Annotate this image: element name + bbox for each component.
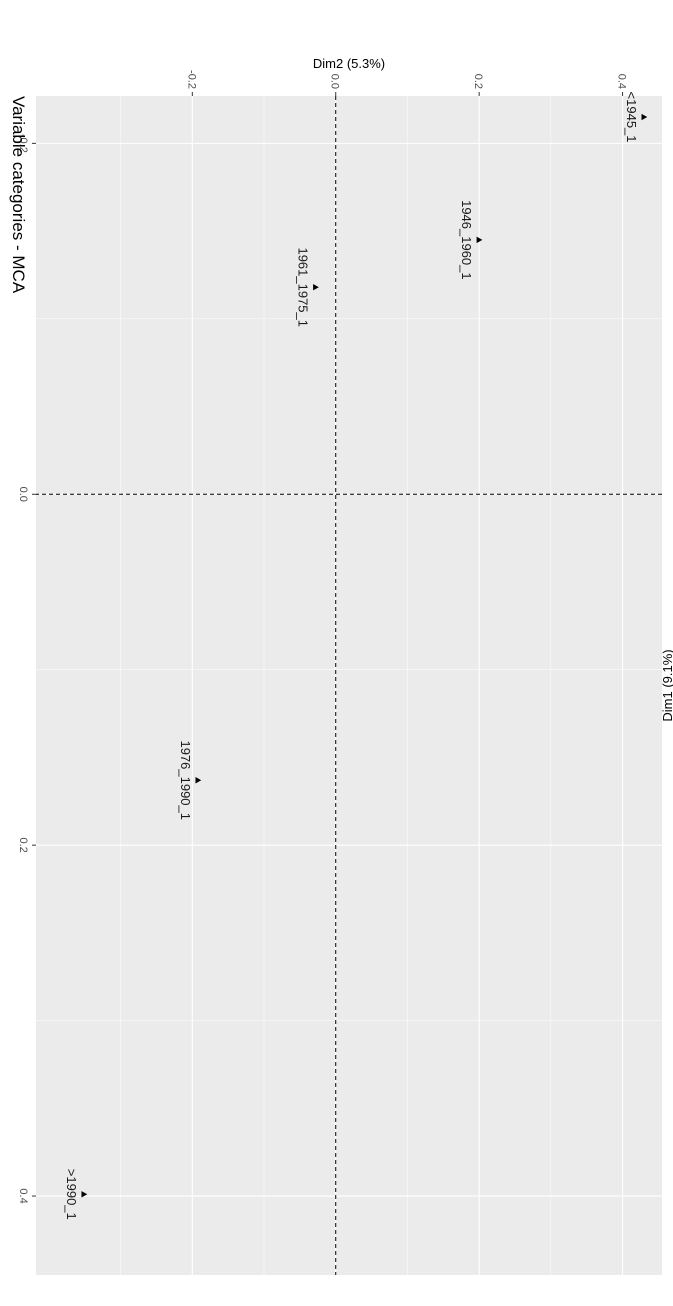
y-tick-labels: -0.2 0.0 0.2 0.4	[185, 70, 627, 89]
y-tick-label: 0.4	[616, 74, 628, 89]
data-point	[81, 1191, 88, 1198]
data-point	[641, 113, 648, 121]
y-tick-label: 0.0	[329, 74, 341, 89]
data-point-label: 1961_1975_1	[296, 247, 311, 327]
data-point-label: <1945_1	[624, 92, 639, 143]
data-points	[81, 113, 648, 1198]
data-point-label: >1990_1	[64, 1169, 79, 1220]
axis-ticks	[32, 92, 624, 1197]
data-point	[195, 777, 202, 784]
plot-panel	[36, 96, 662, 1275]
data-point-labels: <1945_1 1946_1960_1 1961_1975_1 1976_1990_1…	[64, 92, 639, 1220]
rotated-plot: -0.2 0.0 0.2 0.4 -0.2 0.0 0.2 0.4 <1945_1 1946_…	[9, 56, 673, 1275]
data-point-label: 1976_1990_1	[178, 740, 193, 820]
x-tick-label: 0.4	[17, 1188, 29, 1203]
x-tick-label: 0.2	[17, 838, 29, 853]
x-tick-labels: -0.2 0.0 0.2 0.4	[17, 134, 29, 1204]
y-tick-label: 0.2	[472, 74, 484, 89]
grid-minor	[36, 96, 662, 1275]
data-point	[476, 236, 483, 244]
x-axis-title: Dim1 (9.1%)	[660, 649, 673, 721]
x-tick-label: 0.0	[17, 487, 29, 502]
y-tick-label: -0.2	[185, 70, 197, 89]
reference-lines	[36, 96, 662, 1275]
x-tick-label: -0.2	[17, 134, 29, 153]
data-point-label: 1946_1960_1	[459, 200, 474, 280]
y-axis-title: Dim2 (5.3%)	[313, 56, 385, 71]
chart-title: Variable categories - MCA	[9, 96, 28, 294]
data-point	[313, 284, 319, 291]
